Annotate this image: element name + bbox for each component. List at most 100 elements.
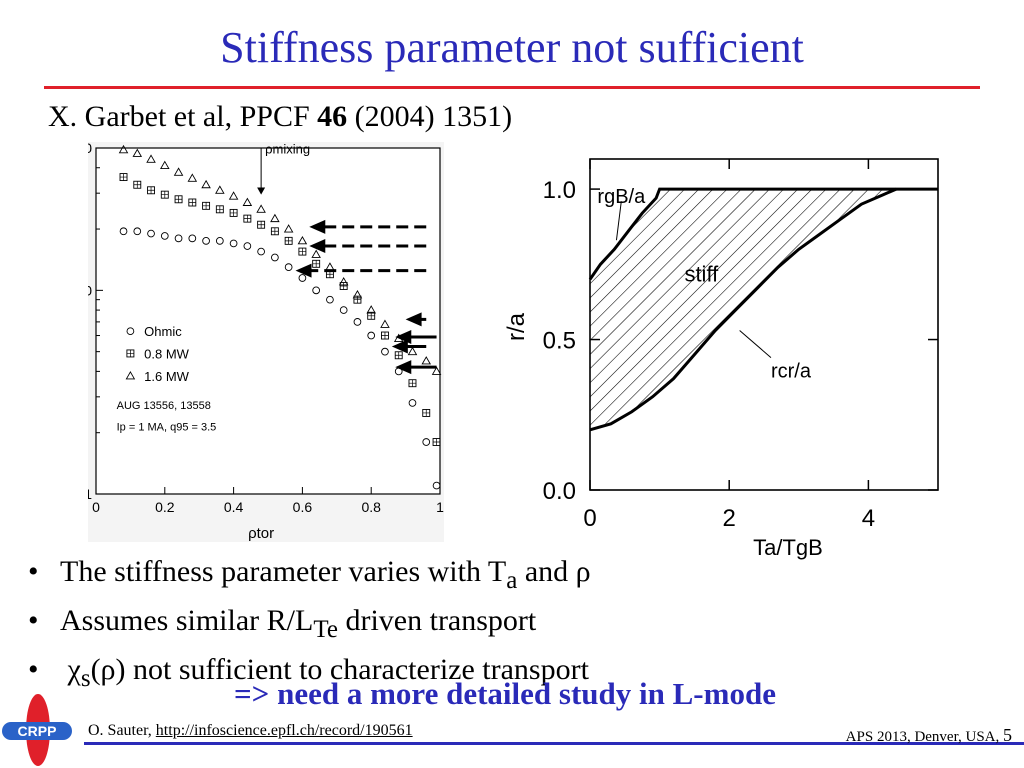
x-tick-label: 0 bbox=[92, 499, 100, 515]
te-profile-chart: 5.01.00.100.20.40.60.81ρtorTe [keV]ρmixi… bbox=[88, 142, 444, 542]
legend-label: Ohmic bbox=[144, 324, 182, 339]
y-tick-label: 5.0 bbox=[88, 142, 92, 156]
data-point-triangle bbox=[297, 235, 308, 245]
stiff-region-hatch bbox=[590, 189, 897, 430]
data-point-circle bbox=[408, 399, 417, 407]
data-point-square-cross bbox=[243, 215, 251, 223]
stiffness-region-chart: 1.0 0.5 0.0 0 2 4 r/a Ta/TgB stiff rgB/a rcr/a bbox=[503, 158, 939, 560]
bullet-marker: • bbox=[28, 555, 39, 588]
plasma-info: Ip = 1 MA, q95 = 3.5 bbox=[117, 422, 217, 434]
data-point-circle bbox=[188, 234, 197, 243]
bullet-list: • The stiffness parameter varies with Ta… bbox=[28, 552, 591, 699]
data-point-circle bbox=[339, 306, 348, 314]
data-point-circle bbox=[215, 237, 224, 245]
data-point-circle bbox=[257, 247, 265, 256]
plot-frame bbox=[589, 158, 939, 491]
y-tick-label: 0.5 bbox=[543, 328, 576, 355]
data-point-triangle bbox=[215, 185, 225, 194]
data-point-square-cross bbox=[133, 181, 141, 189]
data-point-square-cross bbox=[433, 438, 441, 446]
data-point-triangle bbox=[201, 179, 211, 189]
x-tick-label: 0.8 bbox=[361, 499, 381, 515]
footer-conference: APS 2013, Denver, USA, 5 bbox=[846, 725, 1012, 746]
bullet-text: Assumes similar R/LTe driven transport bbox=[60, 601, 536, 650]
reference-volume: 46 bbox=[317, 100, 348, 133]
data-point-triangle bbox=[146, 154, 156, 163]
data-point-circle bbox=[229, 239, 238, 248]
data-point-circle bbox=[422, 438, 431, 446]
annotation-arrow-head bbox=[309, 219, 326, 234]
data-point-square-cross bbox=[120, 173, 128, 181]
data-point-square-cross bbox=[381, 332, 389, 340]
legend-marker-square-cross bbox=[126, 349, 134, 357]
data-point-triangle bbox=[256, 204, 266, 213]
x-tick-label: 0 bbox=[583, 505, 596, 532]
data-point-triangle bbox=[160, 160, 170, 170]
rcr-leader-line bbox=[739, 330, 772, 358]
shot-info: AUG 13556, 13558 bbox=[117, 400, 211, 412]
page-number: 5 bbox=[1003, 725, 1012, 745]
data-point-triangle bbox=[338, 277, 349, 286]
bullet-item: • The stiffness parameter varies with Ta… bbox=[28, 552, 591, 601]
x-tick-label: 0.6 bbox=[293, 499, 313, 515]
data-point-square-cross bbox=[271, 227, 279, 235]
conclusion-text: => need a more detailed study in L-mode bbox=[234, 676, 776, 711]
data-point-square-cross bbox=[422, 409, 430, 417]
data-point-circle bbox=[381, 347, 389, 356]
title-divider bbox=[44, 86, 980, 89]
data-point-square-cross bbox=[395, 351, 403, 359]
y-axis-label: r/a bbox=[503, 312, 530, 341]
bullet-item: • χs(ρ) not sufficient to characterize t… bbox=[28, 650, 591, 699]
data-point-circle bbox=[202, 237, 210, 245]
rgb-curve bbox=[588, 187, 938, 281]
data-point-square-cross bbox=[202, 202, 210, 210]
data-point-circle bbox=[133, 227, 142, 236]
data-point-triangle bbox=[173, 167, 184, 176]
bullet-text-part: (ρ) not sufficient to characterize trans… bbox=[90, 653, 589, 686]
rcr-label: rcr/a bbox=[771, 361, 812, 383]
y-tick-label: 0.1 bbox=[88, 486, 92, 502]
data-point-square-cross bbox=[257, 221, 265, 229]
bullet-item: • Assumes similar R/LTe driven transport bbox=[28, 601, 591, 650]
data-point-square-cross bbox=[188, 198, 196, 206]
bullet-text-part: The stiffness parameter varies with T bbox=[60, 555, 507, 588]
data-point-triangle bbox=[283, 224, 294, 233]
data-point-circle bbox=[284, 263, 293, 271]
data-point-circle bbox=[119, 227, 128, 236]
annotation-arrow-head bbox=[309, 239, 326, 254]
data-point-circle bbox=[271, 253, 279, 262]
x-tick-label: 4 bbox=[862, 505, 875, 532]
data-point-square-cross bbox=[285, 237, 293, 245]
chi-symbol: χ bbox=[67, 653, 81, 686]
reference-citation: X. Garbet et al, PPCF 46 (2004) 1351) bbox=[48, 100, 512, 134]
data-point-triangle bbox=[407, 346, 418, 356]
footer-link[interactable]: http://infoscience.epfl.ch/record/190561 bbox=[155, 722, 413, 739]
x-axis-label: Ta/TgB bbox=[753, 535, 823, 560]
x-axis-label: ρtor bbox=[248, 525, 274, 542]
subscript: Te bbox=[313, 616, 338, 643]
annotation-arrow-head bbox=[405, 312, 422, 327]
crpp-logo: CRPP bbox=[2, 694, 72, 766]
data-point-triangle bbox=[270, 213, 280, 223]
y-tick-label: 0.0 bbox=[543, 478, 576, 505]
annotation-arrow-head bbox=[395, 360, 412, 375]
data-point-circle bbox=[174, 234, 183, 243]
data-point-triangle bbox=[311, 249, 321, 258]
data-point-triangle bbox=[118, 144, 129, 154]
data-point-triangle bbox=[242, 197, 253, 206]
bullet-text-part: driven transport bbox=[337, 604, 537, 637]
x-tick-label: 2 bbox=[723, 505, 736, 532]
legend-marker-circle bbox=[126, 327, 135, 336]
annotation-arrow-head bbox=[295, 263, 312, 278]
y-tick-label: 1.0 bbox=[543, 177, 576, 204]
legend-label: 1.6 MW bbox=[144, 369, 190, 384]
rcr-curve bbox=[589, 187, 897, 432]
data-point-triangle bbox=[431, 366, 442, 375]
data-point-circle bbox=[367, 331, 376, 340]
y-tick-label: 1.0 bbox=[88, 282, 92, 298]
data-point-circle bbox=[326, 295, 334, 304]
author-name: O. Sauter, bbox=[88, 722, 156, 739]
data-point-square-cross bbox=[161, 191, 169, 199]
data-point-circle bbox=[353, 318, 362, 326]
data-point-triangle bbox=[228, 191, 239, 200]
